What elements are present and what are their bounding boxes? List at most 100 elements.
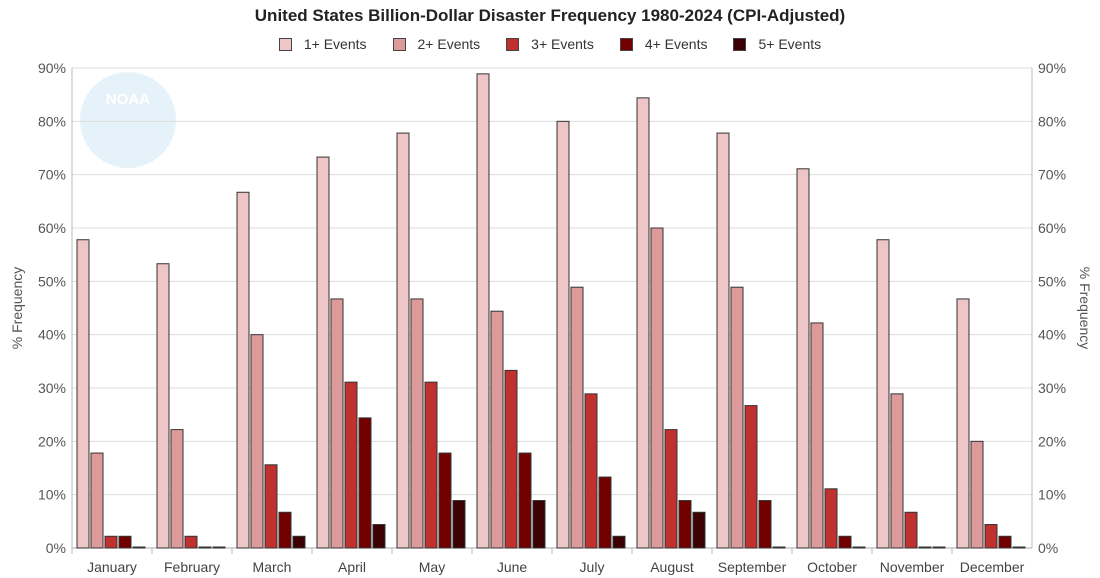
bar (598, 476, 612, 549)
bar (330, 298, 344, 549)
legend-item[interactable]: 2+ Events (392, 36, 481, 52)
y-axis-label-right: % Frequency (1077, 267, 1093, 349)
bar (744, 405, 758, 549)
legend-item[interactable]: 5+ Events (733, 36, 821, 52)
y-tick-label-right: 10% (1038, 487, 1066, 503)
bar (372, 524, 386, 549)
legend-item[interactable]: 4+ Events (619, 36, 708, 52)
bar (730, 286, 744, 549)
y-tick-label-right: 50% (1038, 273, 1066, 289)
bar (410, 298, 424, 549)
x-tick-label: September (718, 559, 787, 575)
bar (584, 393, 598, 549)
bar (570, 286, 584, 549)
x-tick-label: July (580, 559, 605, 575)
legend-label: 5+ Events (758, 36, 822, 52)
x-tick-label: June (497, 559, 528, 575)
bar (664, 429, 678, 549)
bar (250, 334, 264, 549)
bar (184, 535, 198, 549)
y-tick-label-left: 90% (38, 60, 66, 76)
bar (810, 322, 824, 549)
x-tick-label: January (87, 559, 137, 575)
noaa-logo-text: NOAA (106, 91, 150, 108)
bar (824, 488, 838, 549)
bar (212, 546, 226, 549)
bar (90, 452, 104, 549)
y-axis-label-left: % Frequency (9, 267, 25, 349)
bar (424, 381, 438, 549)
legend-item[interactable]: 3+ Events (506, 36, 594, 52)
legend-swatch (278, 37, 292, 51)
bar (970, 440, 984, 549)
legend-swatch (392, 37, 406, 51)
bar (358, 417, 372, 549)
y-tick-label-right: 70% (1038, 167, 1066, 183)
x-tick-label: August (650, 559, 694, 575)
bar (118, 535, 132, 549)
bar (956, 298, 970, 549)
bar (504, 369, 518, 549)
y-tick-label-left: 20% (38, 433, 66, 449)
bar (236, 191, 250, 549)
y-tick-label-left: 10% (38, 487, 66, 503)
bar (904, 511, 918, 549)
bar (716, 132, 730, 549)
bar (984, 524, 998, 549)
bar (758, 500, 772, 549)
bar (170, 429, 184, 549)
y-tick-label-left: 80% (38, 113, 66, 129)
y-tick-label-left: 0% (46, 540, 66, 556)
chart-title: United States Billion-Dollar Disaster Fr… (254, 6, 846, 25)
bar (396, 132, 410, 549)
bar (650, 227, 664, 549)
bar (556, 120, 570, 549)
bar (490, 310, 504, 549)
legend-swatch (619, 37, 633, 51)
bar (316, 156, 330, 549)
x-tick-label: February (164, 559, 220, 575)
bar (518, 452, 532, 549)
y-tick-label-left: 60% (38, 220, 66, 236)
y-tick-label-right: 0% (1038, 540, 1058, 556)
y-tick-label-right: 30% (1038, 380, 1066, 396)
y-tick-label-right: 20% (1038, 433, 1066, 449)
bar (876, 239, 890, 549)
bar (264, 464, 278, 549)
legend-label: 1+ Events (303, 36, 367, 52)
y-tick-label-left: 50% (38, 273, 66, 289)
x-tick-label: March (253, 559, 292, 575)
bar (344, 381, 358, 549)
bar (104, 535, 118, 549)
bar (998, 535, 1012, 549)
y-tick-label-right: 60% (1038, 220, 1066, 236)
bar (678, 500, 692, 549)
bar (692, 511, 706, 549)
x-tick-label: May (419, 559, 445, 575)
y-tick-label-left: 70% (38, 167, 66, 183)
bar (918, 546, 932, 549)
y-tick-label-right: 40% (1038, 327, 1066, 343)
y-tick-label-left: 40% (38, 327, 66, 343)
bar (772, 546, 786, 549)
legend: 1+ Events 2+ Events 3+ Events 4+ Events 5+ E… (0, 36, 1100, 52)
y-tick-label-right: 80% (1038, 113, 1066, 129)
bar (198, 546, 212, 549)
legend-label: 3+ Events (531, 36, 594, 52)
legend-label: 4+ Events (644, 36, 708, 52)
x-tick-label: October (807, 559, 857, 575)
legend-label: 2+ Events (417, 36, 481, 52)
legend-item[interactable]: 1+ Events (278, 36, 367, 52)
bar (890, 393, 904, 549)
bar (132, 546, 146, 549)
bar (292, 535, 306, 549)
x-tick-label: December (960, 559, 1025, 575)
x-tick-label: November (880, 559, 945, 575)
bar (838, 535, 852, 549)
bar (476, 73, 490, 549)
bar (852, 546, 866, 549)
legend-swatch (506, 37, 520, 51)
bar (438, 452, 452, 549)
